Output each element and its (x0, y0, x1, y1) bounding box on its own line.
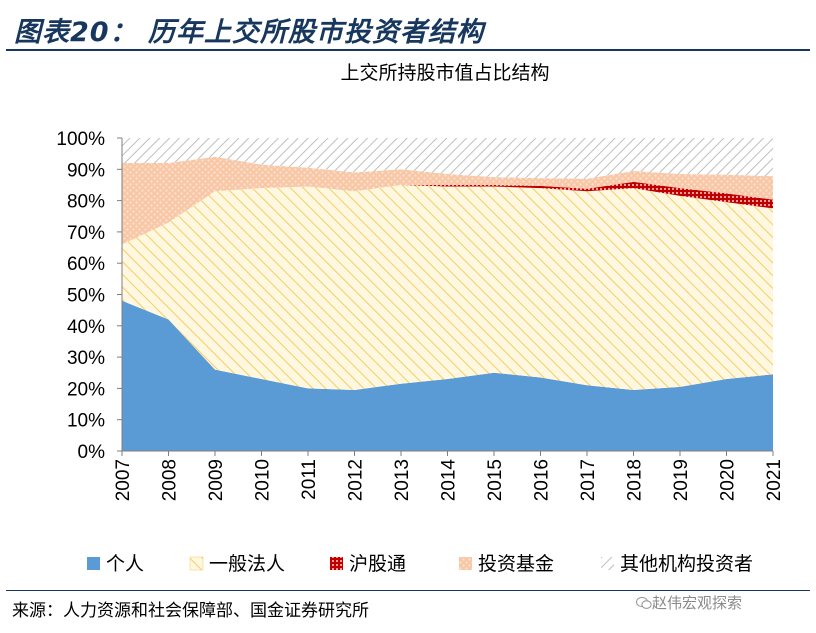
chart-title: 上交所持股市值占比结构 (340, 62, 549, 84)
area-funds (122, 156, 773, 245)
x-tick-label: 2007 (113, 459, 134, 501)
watermark: 赵伟宏观探索 (652, 594, 743, 612)
x-tick-label: 2020 (718, 459, 739, 501)
x-tick-label: 2013 (392, 459, 413, 501)
y-tick-label: 30% (67, 348, 105, 369)
area-other (122, 138, 773, 179)
y-tick-label: 80% (67, 192, 105, 213)
legend-label-other: 其他机构投资者 (620, 553, 753, 575)
x-tick-label: 2015 (485, 459, 506, 501)
legend-label-funds: 投资基金 (478, 553, 554, 575)
source-divider (6, 590, 810, 591)
y-tick-label: 70% (67, 223, 105, 244)
area-corporate (122, 184, 773, 390)
y-tick-label: 0% (78, 442, 106, 463)
y-tick-label: 50% (67, 286, 105, 307)
wechat-icon (636, 596, 652, 609)
y-tick-label: 60% (67, 254, 105, 275)
figure-title: 图表20： 历年上交所股市投资者结构 (14, 17, 484, 48)
legend-swatch-funds (459, 557, 472, 570)
legend-swatch-individual (87, 557, 100, 570)
x-tick-label: 2009 (206, 459, 227, 501)
title-divider (6, 49, 810, 51)
x-tick-label: 2014 (439, 459, 460, 502)
legend-swatch-other (601, 557, 614, 570)
x-tick-label: 2018 (625, 459, 646, 501)
legend-label-corporate: 一般法人 (209, 553, 285, 575)
y-tick-label: 40% (67, 317, 105, 338)
legend-label-individual: 个人 (106, 553, 144, 575)
x-tick-label: 2017 (578, 459, 599, 501)
area-individual (122, 300, 773, 451)
legend-swatch-connect (330, 557, 343, 570)
x-tick-label: 2011 (299, 459, 320, 500)
x-tick-label: 2008 (160, 459, 181, 501)
y-tick-label: 90% (67, 160, 105, 181)
source-note: 来源：人力资源和社会保障部、国金证券研究所 (12, 601, 369, 621)
stacked-area-chart: 上交所持股市值占比结构 0% 10% 20% 30% 40% 50% 60% 70% 80% 90… (56, 62, 785, 575)
y-tick-label: 20% (67, 379, 105, 400)
x-tick-label: 2021 (764, 459, 785, 501)
x-tick-label: 2010 (253, 459, 274, 501)
x-tick-label: 2019 (671, 459, 692, 501)
y-tick-label: 100% (56, 129, 105, 150)
y-tick-label: 10% (67, 411, 105, 432)
x-tick-label: 2012 (346, 459, 367, 501)
legend-label-connect: 沪股通 (349, 553, 406, 575)
x-tick-label: 2016 (532, 459, 553, 501)
legend-swatch-corporate (189, 556, 204, 571)
